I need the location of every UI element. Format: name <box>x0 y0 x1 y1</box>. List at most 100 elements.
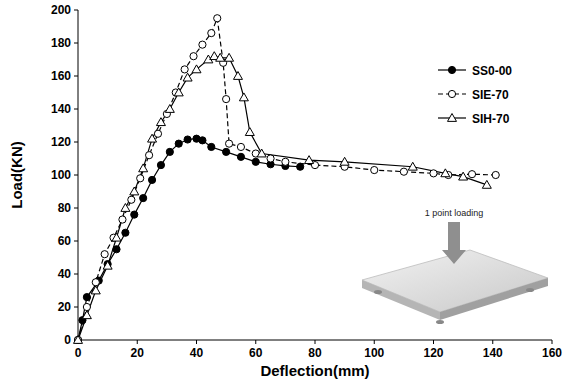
plot-area <box>74 15 500 344</box>
y-tick <box>74 274 78 275</box>
x-tick-label: 140 <box>483 346 503 360</box>
data-point <box>305 156 314 164</box>
inset-background <box>356 196 552 332</box>
series-line <box>78 56 487 340</box>
x-tick-label: 120 <box>423 346 443 360</box>
data-point <box>257 149 266 157</box>
x-tick-label: 60 <box>249 346 263 360</box>
data-point <box>165 105 174 113</box>
data-point <box>225 140 232 147</box>
data-point <box>199 41 206 48</box>
data-point <box>157 162 164 169</box>
data-point <box>192 65 201 73</box>
x-tick-label: 20 <box>131 346 145 360</box>
y-tick <box>74 175 78 176</box>
support <box>374 290 382 294</box>
data-point <box>267 155 274 162</box>
data-point <box>430 170 437 177</box>
data-point <box>492 171 499 178</box>
y-tick-label: 60 <box>58 234 72 248</box>
x-tick <box>433 340 434 344</box>
data-point <box>223 96 230 103</box>
x-tick <box>196 340 197 344</box>
slab-side <box>362 280 440 320</box>
data-point <box>91 286 100 294</box>
chart: 1 point loading0204060801001201401600204… <box>0 0 577 385</box>
data-point <box>216 53 225 61</box>
x-tick <box>315 340 316 344</box>
data-point <box>371 166 378 173</box>
y-tick-label: 120 <box>51 135 71 149</box>
x-axis-title: Deflection(mm) <box>260 362 369 379</box>
legend-label: SIE-70 <box>472 88 509 102</box>
data-point <box>128 196 135 203</box>
y-tick-label: 20 <box>58 300 72 314</box>
data-point <box>245 128 254 136</box>
data-point <box>137 175 144 182</box>
data-point <box>103 261 112 269</box>
data-point <box>237 143 244 150</box>
x-tick <box>374 340 375 344</box>
data-point <box>225 53 234 61</box>
y-tick <box>74 43 78 44</box>
x-tick-label: 40 <box>190 346 204 360</box>
legend-label: SS0-00 <box>472 64 512 78</box>
data-point <box>233 72 242 80</box>
data-point <box>214 15 221 22</box>
x-tick-label: 100 <box>364 346 384 360</box>
data-point <box>459 172 468 180</box>
data-point <box>139 164 148 172</box>
data-point <box>482 180 491 188</box>
data-point <box>113 246 120 253</box>
y-tick <box>74 142 78 143</box>
data-point <box>190 53 197 60</box>
data-point <box>252 158 259 165</box>
data-point <box>74 336 81 343</box>
data-point <box>121 204 130 212</box>
data-point <box>223 148 230 155</box>
data-point <box>183 73 192 81</box>
data-point <box>297 163 304 170</box>
data-point <box>408 162 417 170</box>
data-point <box>130 187 139 195</box>
data-point <box>119 216 126 223</box>
y-tick-label: 180 <box>51 36 71 50</box>
y-tick <box>74 208 78 209</box>
y-tick-label: 140 <box>51 102 71 116</box>
y-tick-label: 0 <box>64 333 71 347</box>
data-point <box>92 279 99 286</box>
legend: SS0-00SIE-70SIH-70 <box>438 64 512 126</box>
support <box>526 288 534 292</box>
data-point <box>74 336 83 344</box>
support <box>436 320 444 324</box>
y-tick-label: 100 <box>51 168 71 182</box>
x-tick-label: 0 <box>75 346 82 360</box>
data-point <box>181 66 188 73</box>
y-tick <box>74 76 78 77</box>
y-tick <box>74 307 78 308</box>
data-point <box>184 136 191 143</box>
data-point <box>166 148 173 155</box>
x-tick <box>137 340 138 344</box>
x-tick <box>552 340 553 344</box>
data-point <box>82 311 91 319</box>
data-point <box>175 140 182 147</box>
y-tick <box>74 241 78 242</box>
y-tick <box>74 109 78 110</box>
y-tick-label: 160 <box>51 69 71 83</box>
data-point <box>174 88 183 96</box>
y-tick-label: 200 <box>51 3 71 17</box>
data-point <box>148 134 157 142</box>
data-point <box>441 169 450 177</box>
y-tick <box>74 10 78 11</box>
data-point <box>199 137 206 144</box>
data-point <box>468 171 475 178</box>
data-point <box>340 157 349 165</box>
y-tick-label: 80 <box>58 201 72 215</box>
data-point <box>101 251 108 258</box>
data-point <box>148 176 155 183</box>
x-tick <box>255 340 256 344</box>
data-point <box>154 130 161 137</box>
data-point <box>400 168 407 175</box>
y-axis-title: Load(KN) <box>8 141 25 209</box>
